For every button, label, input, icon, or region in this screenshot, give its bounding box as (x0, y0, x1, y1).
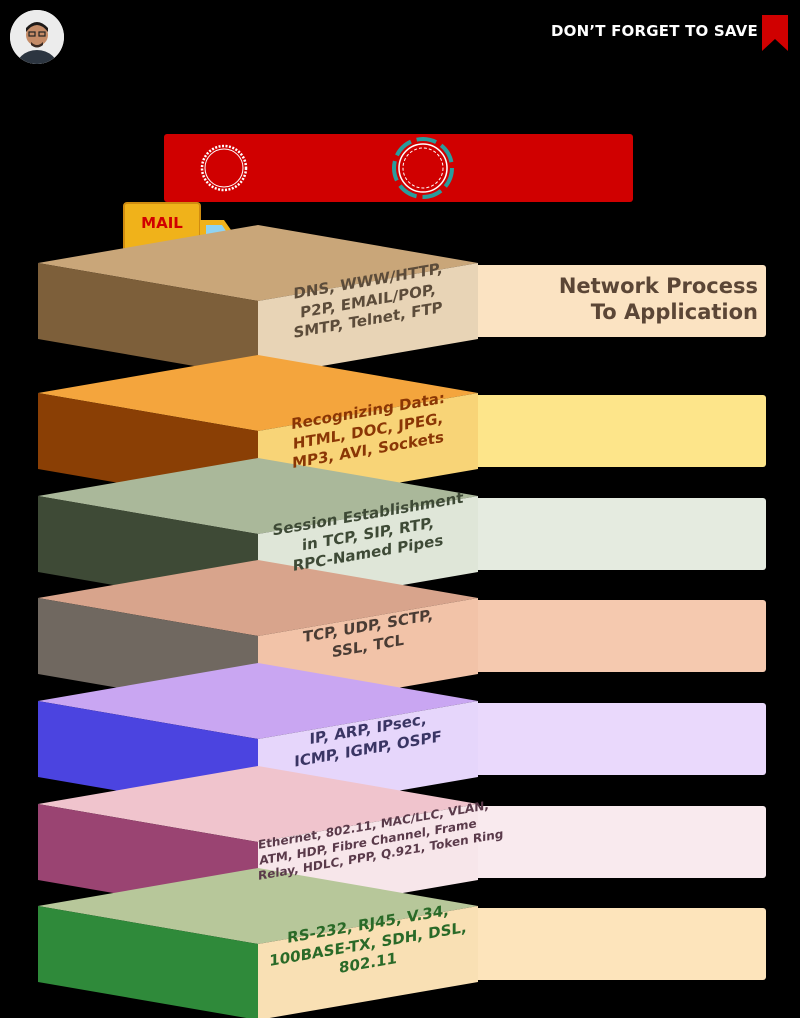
layer-card (470, 703, 766, 775)
bookmark-icon[interactable] (760, 15, 790, 51)
ring-icon (200, 144, 248, 192)
truck-label: MAIL (141, 214, 183, 232)
save-reminder-text: DON’T FORGET TO SAVE (551, 22, 758, 40)
layer-side-face (38, 906, 258, 1018)
layer-front-face (258, 263, 478, 377)
heading-line-2: To Application (590, 300, 758, 325)
layer-card (470, 600, 766, 672)
layer-card (470, 908, 766, 980)
spinner-icon (392, 137, 454, 199)
layer-card (470, 395, 766, 467)
heading-line-1: Network Process (558, 274, 758, 298)
layer-card (470, 806, 766, 878)
layer-side-face (38, 263, 258, 377)
avatar (10, 10, 64, 64)
heading-text: Network Process To Application (520, 273, 758, 326)
top-banner (164, 134, 633, 202)
layer-card (470, 498, 766, 570)
layer-front-face (258, 906, 478, 1018)
layer-card (470, 265, 766, 337)
